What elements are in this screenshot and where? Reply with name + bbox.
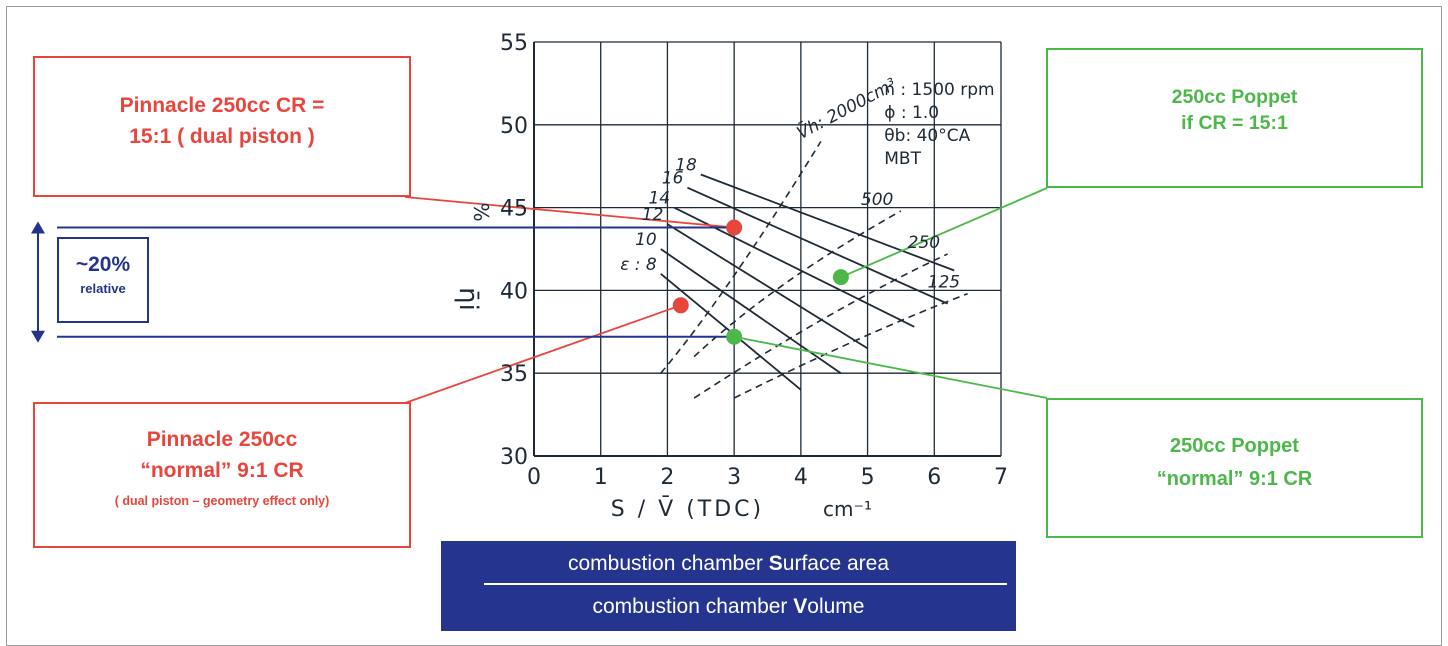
x-tick-label: 2 (660, 465, 674, 490)
y-axis-label: η̄i (453, 287, 483, 311)
chart-axes (533, 42, 1001, 457)
y-tick-label: 50 (500, 114, 528, 139)
chart-points (672, 219, 849, 345)
cr-line (687, 186, 948, 305)
fraction-bar (484, 583, 1007, 585)
callout-pinnacle-15-1: Pinnacle 250cc CR = 15:1 ( dual piston ) (33, 56, 411, 197)
volume-curve (693, 210, 902, 358)
relative-percent: ~20% (75, 253, 131, 276)
cr-line (660, 248, 842, 374)
x-tick-label: 3 (727, 465, 741, 490)
y-tick-label: 55 (500, 31, 528, 56)
callout-line-2: 15:1 ( dual piston ) (129, 125, 315, 148)
arrow-head-up (31, 221, 45, 234)
cr-label: 10 (635, 230, 657, 250)
volume-label: 500 (861, 190, 893, 210)
y-tick-label: 45 (500, 197, 528, 222)
cr-line (700, 173, 955, 272)
callout-line-1: Pinnacle 250cc CR = (119, 94, 325, 117)
x-tick-label: 4 (794, 465, 808, 490)
cr-label: ε : 8 (620, 255, 657, 275)
x-tick-label: 6 (927, 465, 941, 490)
leader-line (733, 335, 1048, 399)
volume-curve (693, 253, 948, 399)
callout-line-1: Pinnacle 250cc (146, 428, 298, 451)
x-axis-unit: cm⁻¹ (823, 497, 872, 521)
y-tick-label: 30 (500, 445, 528, 470)
volume-curve (660, 140, 822, 374)
callout-poppet-15-1: 250cc Poppet if CR = 15:1 (1046, 48, 1423, 188)
y-tick-label: 40 (500, 279, 528, 304)
arrow-head-down (31, 330, 45, 343)
chart-series (660, 140, 968, 399)
condition-text: n : 1500 rpm (884, 80, 994, 100)
leader-line (404, 196, 735, 229)
volume-label: 250 (908, 233, 940, 253)
leader-lines (31, 187, 1048, 404)
y-axis-unit: % (469, 203, 493, 222)
cr-label: 12 (642, 205, 664, 225)
leader-line (840, 187, 1048, 278)
callout-line-1: 250cc Poppet (1170, 435, 1299, 457)
condition-text: MBT (884, 149, 921, 169)
condition-text: θb: 40°CA (884, 126, 970, 146)
formula-box: combustion chamber Surface area combusti… (441, 541, 1016, 631)
x-axis-label: S / V̄ (TDC) (611, 496, 764, 522)
volume-curve (733, 292, 968, 399)
cr-label: 18 (675, 155, 697, 175)
x-tick-label: 1 (594, 465, 608, 490)
callout-line-2: “normal” 9:1 CR (140, 459, 304, 482)
y-tick-label: 35 (500, 362, 528, 387)
callout-poppet-9-1: 250cc Poppet “normal” 9:1 CR (1046, 398, 1423, 538)
x-tick-label: 5 (861, 465, 875, 490)
chart-grid (534, 41, 1002, 456)
cr-label: 14 (648, 189, 670, 209)
volume-label: 125 (928, 273, 960, 293)
condition-text: ϕ : 1.0 (884, 103, 939, 123)
relative-difference-box: ~20% relative (57, 237, 149, 323)
data-point (672, 297, 689, 314)
data-point (832, 269, 849, 286)
data-point (726, 219, 743, 236)
data-point (726, 328, 743, 345)
x-tick-label: 7 (994, 465, 1008, 490)
x-tick-label: 0 (527, 465, 541, 490)
callout-line-2: “normal” 9:1 CR (1156, 468, 1313, 490)
formula-denominator: combustion chamber Volume (592, 595, 865, 618)
relative-label: relative (80, 281, 126, 296)
callout-pinnacle-9-1: Pinnacle 250cc “normal” 9:1 CR ( dual pi… (33, 402, 411, 548)
callout-line-1: 250cc Poppet (1171, 86, 1298, 108)
leader-line (404, 304, 682, 404)
cr-line (666, 223, 869, 350)
callout-note: ( dual piston – geometry effect only) (114, 494, 330, 508)
cr-label: 16 (662, 169, 684, 189)
callout-line-2: if CR = 15:1 (1181, 112, 1288, 134)
formula-numerator: combustion chamber Surface area (567, 552, 889, 575)
